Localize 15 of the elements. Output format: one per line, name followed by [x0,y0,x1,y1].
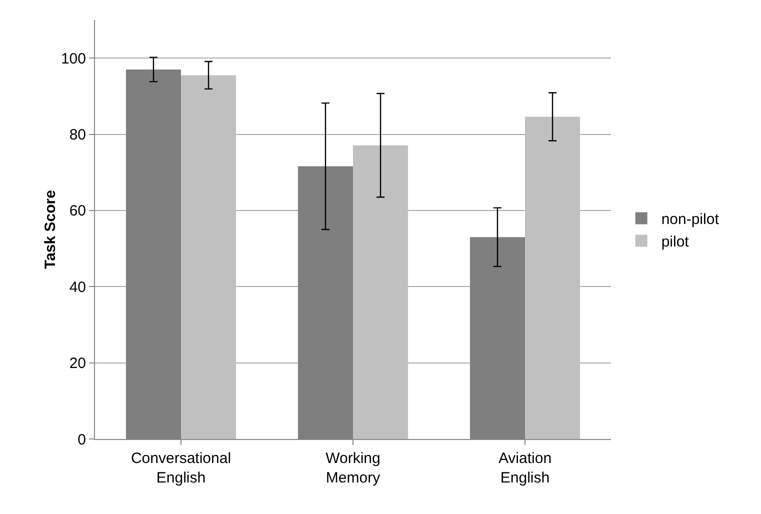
x-tick-label: Conversational English [130,450,232,486]
x-tick-label: Working Memory [326,450,381,486]
y-axis-title: Task Score [42,190,59,269]
bar [353,145,408,439]
bar [181,75,236,439]
y-tick-label: 60 [69,202,86,220]
y-tick-label: 0 [78,431,86,448]
x-tick-label: Aviation English [498,450,552,486]
bar [525,116,580,439]
legend-label: pilot [661,234,690,251]
y-tick-label: 100 [60,50,86,68]
legend-label: non-pilot [661,211,720,228]
y-tick-label: 80 [69,126,86,144]
y-tick-label: 40 [69,278,86,296]
y-tick-label: 20 [69,355,86,372]
